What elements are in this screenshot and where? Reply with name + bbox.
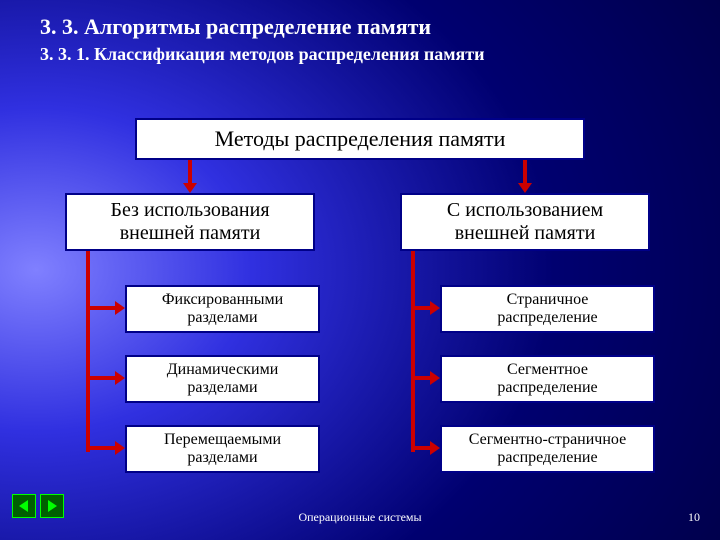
node-right-label: С использованиемвнешней памяти	[447, 199, 603, 245]
node-r2-label: Сегментноераспределение	[497, 361, 597, 398]
prev-slide-button[interactable]	[12, 494, 36, 518]
node-left: Без использованиявнешней памяти	[65, 193, 315, 251]
node-r2: Сегментноераспределение	[440, 355, 655, 403]
node-left-label: Без использованиявнешней памяти	[110, 199, 269, 245]
node-r3: Сегментно-страничноераспределение	[440, 425, 655, 473]
node-root: Методы распределения памяти	[135, 118, 585, 160]
node-l2: Динамическимиразделами	[125, 355, 320, 403]
node-l2-label: Динамическимиразделами	[167, 361, 279, 398]
node-right: С использованиемвнешней памяти	[400, 193, 650, 251]
triangle-right-icon	[45, 499, 59, 513]
node-root-label: Методы распределения памяти	[215, 126, 506, 151]
node-r1: Страничноераспределение	[440, 285, 655, 333]
node-l1-label: Фиксированнымиразделами	[162, 291, 283, 328]
page-number: 10	[640, 510, 700, 525]
next-slide-button[interactable]	[40, 494, 64, 518]
node-r1-label: Страничноераспределение	[497, 291, 597, 328]
node-r3-label: Сегментно-страничноераспределение	[469, 431, 626, 468]
triangle-left-icon	[17, 499, 31, 513]
node-l3-label: Перемещаемымиразделами	[164, 431, 281, 468]
footer-caption: Операционные системы	[0, 510, 720, 525]
node-l1: Фиксированнымиразделами	[125, 285, 320, 333]
node-l3: Перемещаемымиразделами	[125, 425, 320, 473]
